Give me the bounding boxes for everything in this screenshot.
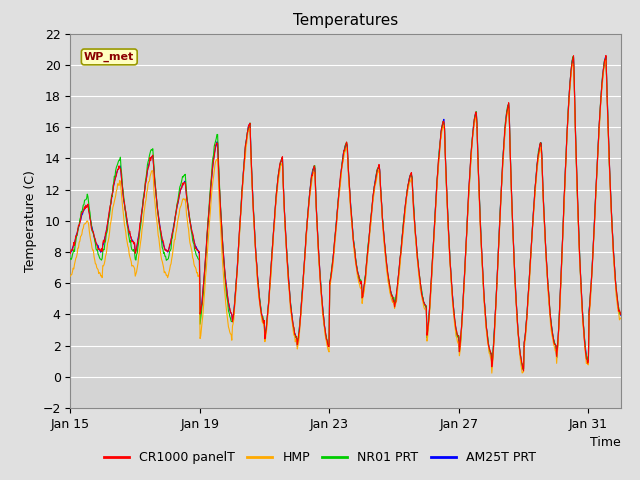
- X-axis label: Time: Time: [590, 436, 621, 449]
- Legend: CR1000 panelT, HMP, NR01 PRT, AM25T PRT: CR1000 panelT, HMP, NR01 PRT, AM25T PRT: [99, 446, 541, 469]
- Title: Temperatures: Temperatures: [293, 13, 398, 28]
- Text: WP_met: WP_met: [84, 52, 134, 62]
- Y-axis label: Temperature (C): Temperature (C): [24, 170, 36, 272]
